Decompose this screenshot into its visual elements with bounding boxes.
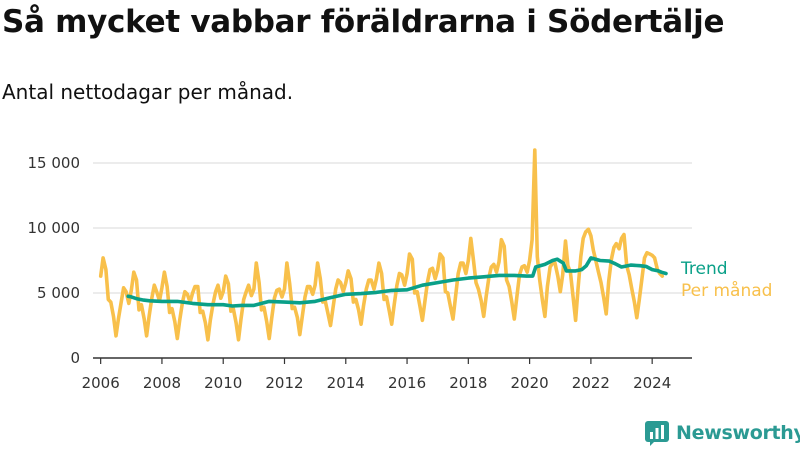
series-line-per-manad [98,148,665,342]
y-tick-label: 0 [70,349,80,367]
x-tick-label: 2010 [204,374,242,392]
newsworthy-logo: Newsworthy [644,420,800,446]
x-tick-label: 2018 [449,374,487,392]
x-tick-label: 2006 [82,374,120,392]
grid-lines [93,162,692,294]
legend-label-per-manad: Per månad [681,280,772,301]
x-axis-ticks: 2006 2008 2010 2012 2014 2016 2018 2020 2022 2024 [82,358,671,392]
newsworthy-logo-icon [645,421,669,446]
chart-subtitle: Antal nettodagar per månad. [2,80,294,104]
brand-name: Newsworthy [676,422,800,444]
chart-title: Så mycket vabbar föräldrarna i Södertälj… [2,4,725,40]
x-tick-label: 2016 [388,374,426,392]
series-line-trend [126,256,668,308]
x-tick-label: 2008 [143,374,181,392]
y-axis-ticks: 0 5 000 10 000 15 000 [28,154,81,367]
x-tick-label: 2012 [265,374,303,392]
y-tick-label: 10 000 [28,219,81,237]
series-lines [98,148,668,342]
y-tick-label: 15 000 [28,154,81,172]
x-tick-label: 2020 [511,374,549,392]
y-tick-label: 5 000 [37,284,80,302]
x-tick-label: 2022 [572,374,610,392]
x-tick-label: 2014 [327,374,365,392]
x-tick-label: 2024 [633,374,671,392]
legend-label-trend: Trend [680,259,728,279]
